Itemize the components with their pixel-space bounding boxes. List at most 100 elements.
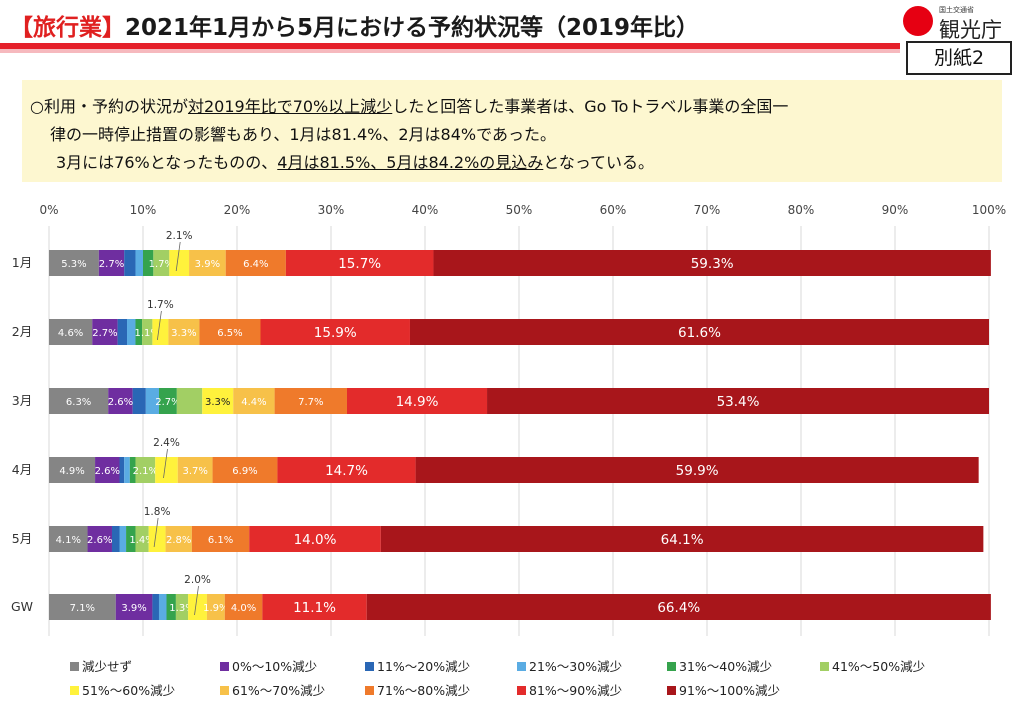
bar-segment: [212, 457, 278, 483]
legend-label: 0%〜10%減少: [232, 659, 318, 674]
bar-segment: [225, 250, 286, 276]
data-label: 2.1%: [133, 466, 158, 477]
bar-segment: [155, 457, 178, 483]
bar-segment: [108, 388, 133, 414]
data-label: 3.3%: [205, 397, 230, 408]
bar-segment: [166, 594, 176, 620]
bar-segment: [49, 457, 96, 483]
legend-swatch: [517, 686, 526, 695]
x-tick-label: 70%: [694, 203, 721, 217]
data-label: 4.4%: [241, 397, 266, 408]
attachment-label: 別紙2: [906, 41, 1012, 75]
bar-segment: [111, 526, 120, 552]
data-label: 61.6%: [678, 325, 721, 341]
bar-segment: [285, 250, 434, 276]
bar-segment: [433, 250, 991, 276]
bar-segment: [135, 250, 143, 276]
bar-segment: [135, 526, 149, 552]
title-underline: [0, 43, 900, 53]
legend-item: 31%〜40%減少: [667, 656, 772, 675]
y-category-label: 4月: [12, 462, 32, 477]
legend-item: 減少せず: [70, 656, 132, 675]
bar-segment: [98, 250, 125, 276]
data-label: 4.6%: [58, 328, 83, 339]
legend-item: 11%〜20%減少: [365, 656, 470, 675]
data-label: 66.4%: [657, 600, 700, 616]
legend-item: 71%〜80%減少: [365, 680, 470, 699]
bar-segment: [380, 526, 984, 552]
data-label: 53.4%: [717, 394, 760, 410]
legend-label: 21%〜30%減少: [529, 659, 623, 674]
x-tick-label: 60%: [600, 203, 627, 217]
data-label: 3.3%: [171, 328, 196, 339]
legend-swatch: [820, 662, 829, 671]
bar-segment: [169, 250, 190, 276]
callout-label: 1.7%: [147, 299, 174, 311]
legend-label: 51%〜60%減少: [82, 683, 176, 698]
bar-segment: [143, 250, 154, 276]
y-category-label: GW: [11, 599, 33, 614]
data-label: 7.1%: [70, 603, 95, 614]
x-tick-label: 10%: [130, 203, 157, 217]
ministry-logo: 国土交通省 観光庁: [903, 4, 1021, 42]
data-label: 14.9%: [396, 394, 439, 410]
data-label: 1.7%: [149, 259, 174, 270]
bar-segment: [188, 594, 207, 620]
note-line-3-a: 3月には76%となったものの、: [56, 153, 278, 172]
title-text: 2021年1月から5月における予約状況等（2019年比）: [125, 15, 700, 41]
callout-label: 1.8%: [144, 506, 171, 518]
bar-segment: [158, 388, 177, 414]
legend-item: 51%〜60%減少: [70, 680, 175, 699]
data-label: 2.6%: [87, 535, 112, 546]
y-category-label: 1月: [12, 255, 32, 270]
note-line-1-a: ○利用・予約の状況が: [30, 97, 188, 116]
legend-swatch: [70, 662, 79, 671]
stacked-bar-chart: 0% 10% 20% 30% 40% 50% 60% 70% 80% 90% 100% 1月 5.3% 2…: [11, 203, 1006, 636]
legend-item: 0%〜10%減少: [220, 656, 317, 675]
bar-segment: [142, 319, 153, 345]
data-label: 6.4%: [243, 259, 268, 270]
legend-swatch: [220, 686, 229, 695]
bar-segment: [487, 388, 989, 414]
data-label: 1.4%: [129, 535, 154, 546]
bar-segment: [153, 250, 170, 276]
note-line-3-b: となっている。: [543, 153, 655, 172]
legend-swatch: [365, 662, 374, 671]
legend-swatch: [70, 686, 79, 695]
data-label: 6.5%: [217, 328, 242, 339]
bar-segment: [165, 526, 192, 552]
legend-item: 91%〜100%減少: [667, 680, 780, 699]
data-label: 11.1%: [293, 600, 336, 616]
bar-segment: [152, 319, 169, 345]
bar-segment: [135, 457, 156, 483]
data-label: 4.1%: [56, 535, 81, 546]
callout-leader: [194, 585, 199, 616]
title-tag: 【旅行業】: [10, 15, 125, 41]
data-label: 6.3%: [66, 397, 91, 408]
y-category-label: 5月: [12, 531, 32, 546]
bar-segment: [87, 526, 112, 552]
bar-segment: [49, 388, 109, 414]
bar-segment: [49, 526, 88, 552]
x-tick-label: 20%: [224, 203, 251, 217]
data-label: 2.7%: [99, 259, 124, 270]
bar-segment: [124, 457, 130, 483]
bar-segment: [135, 319, 143, 345]
x-tick-label: 100%: [972, 203, 1006, 217]
callout-leader: [156, 310, 162, 341]
summary-note: ○利用・予約の状況が対2019年比で70%以上減少したと回答した事業者は、Go …: [22, 80, 1002, 182]
note-line-3: 3月には76%となったものの、4月は81.5%、5月は84.2%の見込みとなって…: [56, 149, 654, 173]
bar-segment: [277, 457, 416, 483]
bar-segment: [126, 526, 136, 552]
legend-item: 21%〜30%減少: [517, 656, 622, 675]
bar-segment: [129, 457, 136, 483]
x-tick-label: 90%: [882, 203, 909, 217]
note-line-1: ○利用・予約の状況が対2019年比で70%以上減少したと回答した事業者は、Go …: [30, 93, 788, 117]
legend-label: 11%〜20%減少: [377, 659, 471, 674]
bar-segment: [49, 319, 93, 345]
bar-segment: [366, 594, 991, 620]
legend-swatch: [220, 662, 229, 671]
data-label: 15.9%: [314, 325, 357, 341]
bar-segment: [49, 594, 116, 620]
callout-leader: [163, 448, 168, 479]
